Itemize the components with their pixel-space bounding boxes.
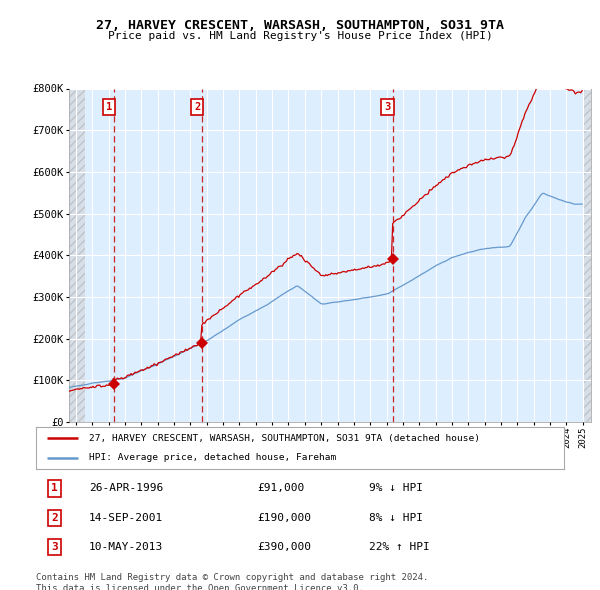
Text: 27, HARVEY CRESCENT, WARSASH, SOUTHAMPTON, SO31 9TA (detached house): 27, HARVEY CRESCENT, WARSASH, SOUTHAMPTO… <box>89 434 480 442</box>
Text: 9% ↓ HPI: 9% ↓ HPI <box>368 483 422 493</box>
Text: 3: 3 <box>385 102 391 112</box>
Bar <box>583 88 591 422</box>
Text: 1: 1 <box>106 102 112 112</box>
Text: 3: 3 <box>51 542 58 552</box>
Text: 10-MAY-2013: 10-MAY-2013 <box>89 542 163 552</box>
Text: £190,000: £190,000 <box>258 513 312 523</box>
Text: 2: 2 <box>194 102 200 112</box>
Text: 2: 2 <box>51 513 58 523</box>
Text: 22% ↑ HPI: 22% ↑ HPI <box>368 542 430 552</box>
Text: HPI: Average price, detached house, Fareham: HPI: Average price, detached house, Fare… <box>89 453 336 462</box>
Text: Price paid vs. HM Land Registry's House Price Index (HPI): Price paid vs. HM Land Registry's House … <box>107 31 493 41</box>
Text: 8% ↓ HPI: 8% ↓ HPI <box>368 513 422 523</box>
Text: 26-APR-1996: 26-APR-1996 <box>89 483 163 493</box>
Text: 1: 1 <box>51 483 58 493</box>
Text: £390,000: £390,000 <box>258 542 312 552</box>
Text: 27, HARVEY CRESCENT, WARSASH, SOUTHAMPTON, SO31 9TA: 27, HARVEY CRESCENT, WARSASH, SOUTHAMPTO… <box>96 19 504 32</box>
Text: 14-SEP-2001: 14-SEP-2001 <box>89 513 163 523</box>
Text: £91,000: £91,000 <box>258 483 305 493</box>
Text: Contains HM Land Registry data © Crown copyright and database right 2024.
This d: Contains HM Land Registry data © Crown c… <box>36 573 428 590</box>
Bar <box>69 88 85 422</box>
